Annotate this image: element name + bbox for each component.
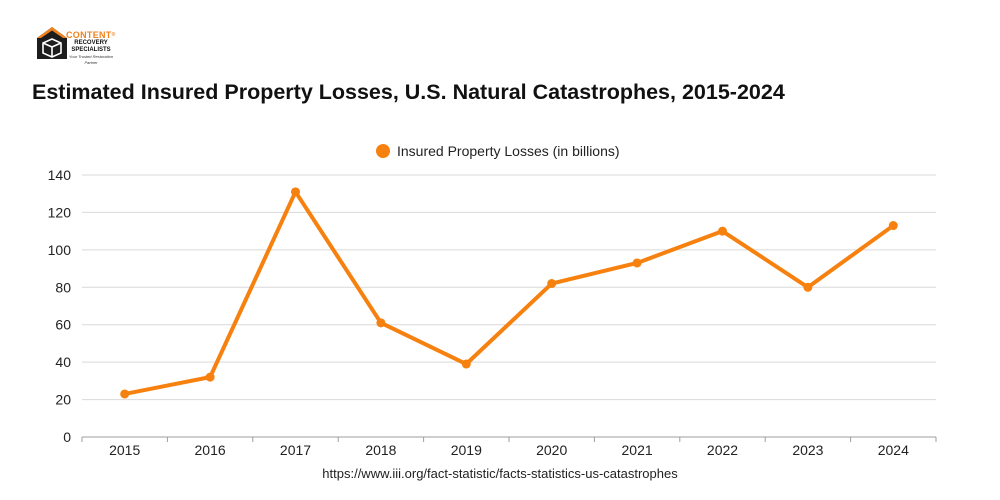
brand-name-line1: CONTENT® — [66, 30, 116, 40]
x-tick-label: 2017 — [280, 442, 311, 458]
y-tick-label: 60 — [55, 317, 71, 333]
chart-title: Estimated Insured Property Losses, U.S. … — [32, 80, 785, 104]
x-tick-label: 2021 — [622, 442, 653, 458]
data-point — [632, 258, 642, 268]
series-group — [120, 187, 898, 399]
y-tick-label: 140 — [48, 167, 72, 183]
data-point — [888, 221, 898, 231]
y-tick-label: 80 — [55, 279, 71, 295]
y-axis-ticks: 0 20 40 60 80 100 120 140 — [48, 167, 72, 445]
y-tick-label: 0 — [63, 429, 71, 445]
x-tick-label: 2022 — [707, 442, 738, 458]
source-url[interactable]: https://www.iii.org/fact-statistic/facts… — [322, 466, 678, 481]
data-point — [803, 282, 813, 292]
data-point — [205, 372, 215, 382]
x-tick-label: 2020 — [536, 442, 567, 458]
y-tick-label: 20 — [55, 392, 71, 408]
x-tick-label: 2024 — [878, 442, 909, 458]
data-point — [291, 187, 300, 197]
data-point — [120, 389, 130, 399]
series-line — [122, 189, 896, 396]
data-point — [376, 318, 386, 328]
legend-label: Insured Property Losses (in billions) — [397, 143, 620, 159]
x-tick-label: 2015 — [109, 442, 140, 458]
legend: Insured Property Losses (in billions) — [376, 143, 620, 159]
y-tick-label: 100 — [48, 242, 72, 258]
x-tick-label: 2016 — [195, 442, 226, 458]
house-box-icon — [37, 27, 67, 59]
brand-tagline: Your Trusted Restoration Partner — [68, 54, 114, 65]
y-tick-label: 40 — [55, 354, 71, 370]
data-point — [718, 226, 727, 236]
data-point — [461, 359, 471, 369]
brand-logo: CONTENT® RECOVERY SPECIALISTS Your Trust… — [36, 26, 136, 65]
brand-name-line2: RECOVERY — [74, 40, 108, 46]
legend-marker — [376, 144, 390, 158]
x-tick-label: 2019 — [451, 442, 482, 458]
brand-name-line3: SPECIALISTS — [71, 47, 111, 53]
y-tick-label: 120 — [48, 204, 72, 220]
x-tick-label: 2018 — [365, 442, 396, 458]
data-point — [547, 279, 557, 289]
x-axis-ticks: 2015 2016 2017 2018 2019 2020 2021 2022 2023 2024 — [81, 437, 937, 458]
x-tick-label: 2023 — [792, 442, 823, 458]
